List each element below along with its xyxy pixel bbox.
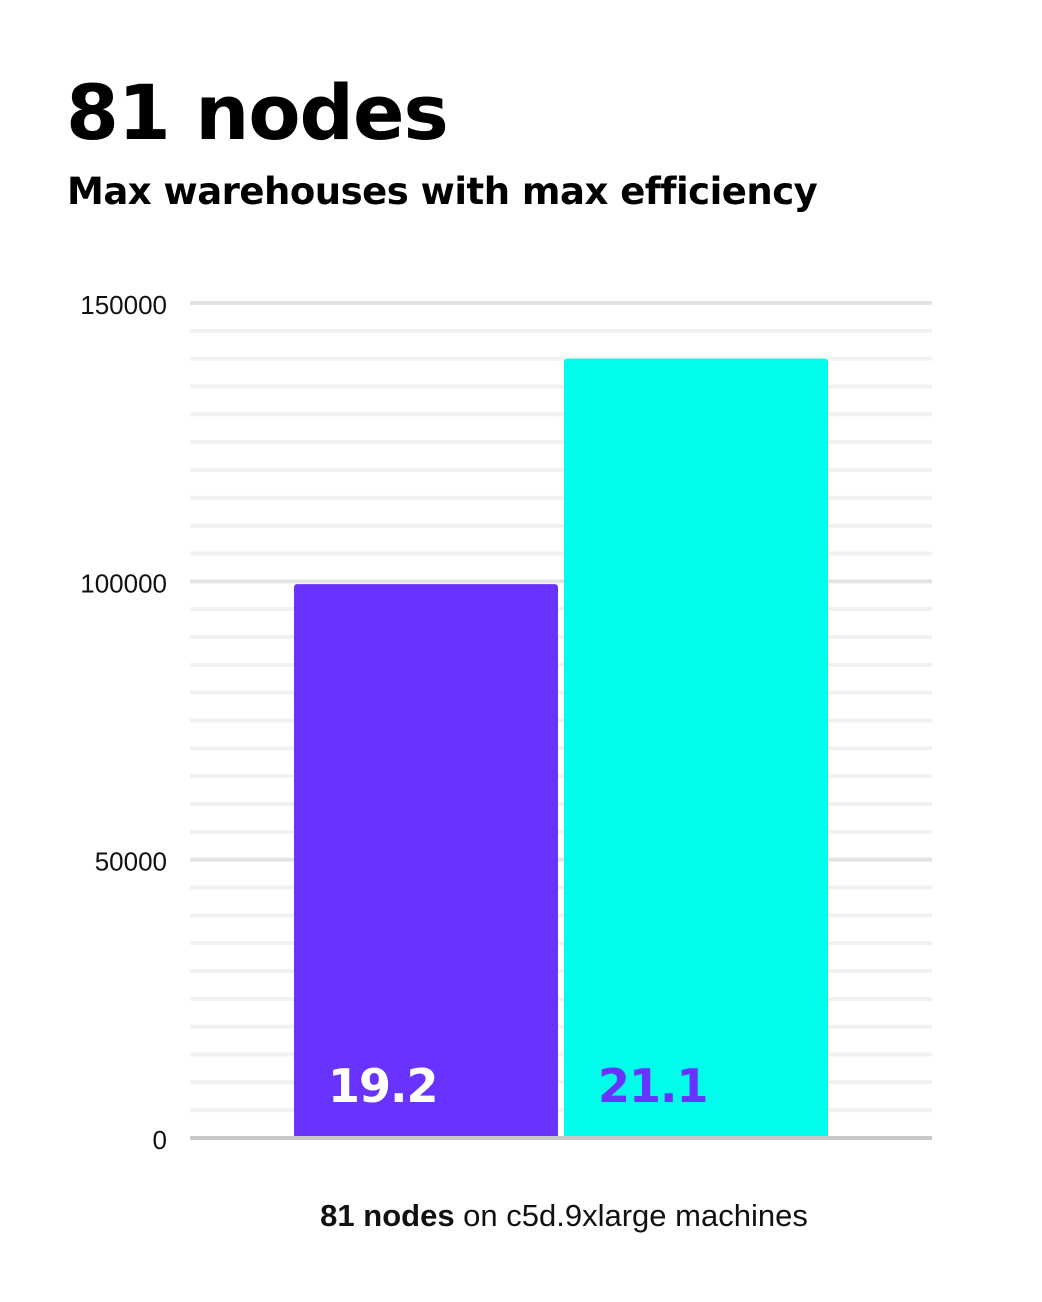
y-tick-label: 150000 — [80, 290, 167, 320]
y-tick-label: 0 — [153, 1125, 167, 1155]
x-axis-label: 81 nodes on c5d.9xlarge machines — [0, 1198, 1042, 1234]
bar-data-label: 19.2 — [328, 1059, 438, 1113]
bar — [564, 358, 828, 1139]
y-tick-label: 50000 — [95, 847, 167, 877]
bar-data-label: 21.1 — [598, 1059, 708, 1113]
x-axis-label-bold: 81 nodes — [320, 1198, 455, 1233]
x-axis-label-rest: on c5d.9xlarge machines — [454, 1198, 808, 1233]
bar — [294, 584, 558, 1138]
chart-title: 81 nodes — [66, 68, 449, 157]
chart-subtitle: Max warehouses with max efficiency — [67, 170, 818, 213]
y-tick-label: 100000 — [80, 568, 167, 598]
